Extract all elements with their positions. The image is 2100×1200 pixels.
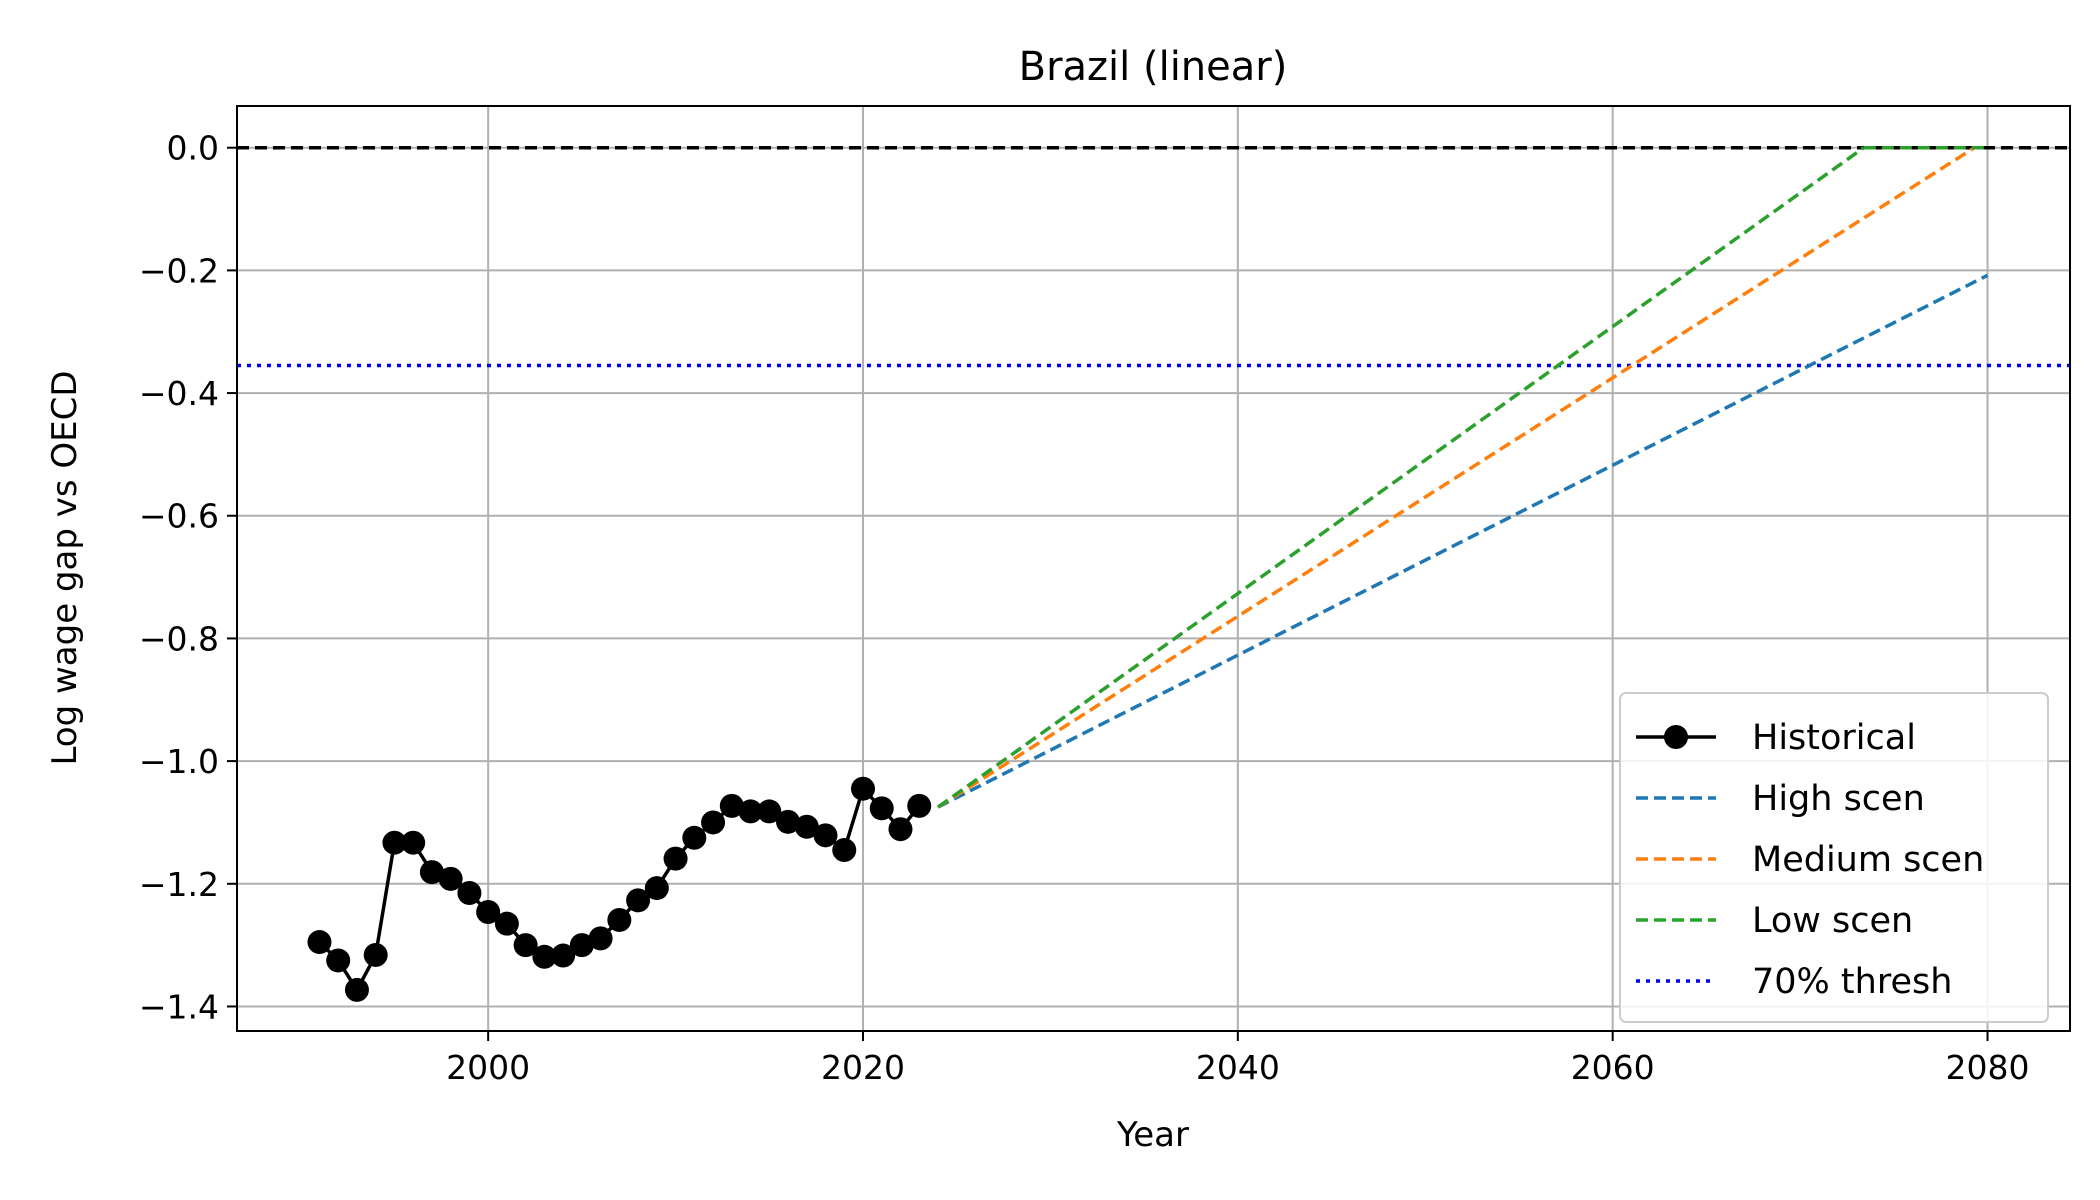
legend-label: Historical xyxy=(1752,718,1916,758)
legend-box xyxy=(1619,692,2049,1023)
historical-point xyxy=(326,948,351,973)
historical-point xyxy=(588,926,613,951)
historical-point xyxy=(682,825,707,850)
historical-point xyxy=(419,860,444,885)
chart-title: Brazil (linear) xyxy=(1019,44,1288,90)
historical-point xyxy=(776,809,801,834)
historical-point xyxy=(363,942,388,967)
series-line-low-scen xyxy=(936,146,1865,809)
historical-point xyxy=(607,907,632,932)
historical-point xyxy=(494,911,519,936)
historical-point xyxy=(513,933,538,958)
historical-point xyxy=(644,876,669,901)
y-tick-label: −1.2 xyxy=(139,865,219,904)
historical-point xyxy=(888,817,913,842)
plot-frame xyxy=(236,105,2071,1032)
y-tick-label: 0.0 xyxy=(167,129,219,168)
x-axis: 2000 2020 2040 2060 2080 xyxy=(446,1031,2030,1087)
legend: Historical High scen Medium scen Low scen 70… xyxy=(1619,692,2049,1023)
historical-point xyxy=(438,866,463,891)
legend-label: Medium scen xyxy=(1752,840,1984,880)
historical-point xyxy=(307,930,332,955)
historical-point xyxy=(551,943,576,968)
historical-point xyxy=(532,944,557,969)
y-tick-label: −0.4 xyxy=(139,374,219,413)
x-tick-label: 2000 xyxy=(446,1048,530,1087)
y-axis: 0.0 −0.2 −0.4 −0.6 −0.8 −1.0 −1.2 −1.4 xyxy=(139,129,237,1026)
y-tick-label: −0.6 xyxy=(139,497,219,536)
legend-label: High scen xyxy=(1752,779,1925,819)
legend-label: 70% thresh xyxy=(1752,962,1952,1002)
historical-point xyxy=(457,880,482,905)
historical-point xyxy=(476,900,501,925)
historical-point xyxy=(344,977,369,1002)
series-line-high-scen xyxy=(937,273,1989,809)
historical-point xyxy=(569,933,594,958)
series-line-medium-scen xyxy=(937,146,1976,809)
y-tick-label: −1.4 xyxy=(139,987,219,1026)
historical-point xyxy=(832,838,857,863)
y-tick-label: −1.0 xyxy=(139,742,219,781)
x-tick-label: 2020 xyxy=(821,1048,905,1087)
historical-point xyxy=(907,793,932,818)
y-tick-label: −0.2 xyxy=(139,251,219,290)
x-tick-label: 2060 xyxy=(1571,1048,1655,1087)
y-tick-label: −0.8 xyxy=(139,619,219,658)
historical-point xyxy=(794,814,819,839)
historical-point xyxy=(813,823,838,848)
x-tick-label: 2040 xyxy=(1196,1048,1280,1087)
legend-label: Low scen xyxy=(1752,901,1913,941)
historical-point xyxy=(401,830,426,855)
historical-point xyxy=(382,830,407,855)
historical-point xyxy=(663,846,688,871)
historical-point xyxy=(738,799,763,824)
historical-point xyxy=(626,888,651,913)
series-group xyxy=(307,145,1989,1002)
historical-point xyxy=(701,810,726,835)
grid xyxy=(237,106,2070,1031)
y-axis-label: Log wage gap vs OECD xyxy=(45,370,85,765)
historical-point xyxy=(869,796,894,821)
legend-marker xyxy=(1664,725,1688,749)
historical-point xyxy=(719,793,744,818)
x-tick-label: 2080 xyxy=(1946,1048,2030,1087)
x-axis-label: Year xyxy=(1116,1115,1189,1155)
historical-point xyxy=(850,776,875,801)
historical-point xyxy=(757,799,782,824)
